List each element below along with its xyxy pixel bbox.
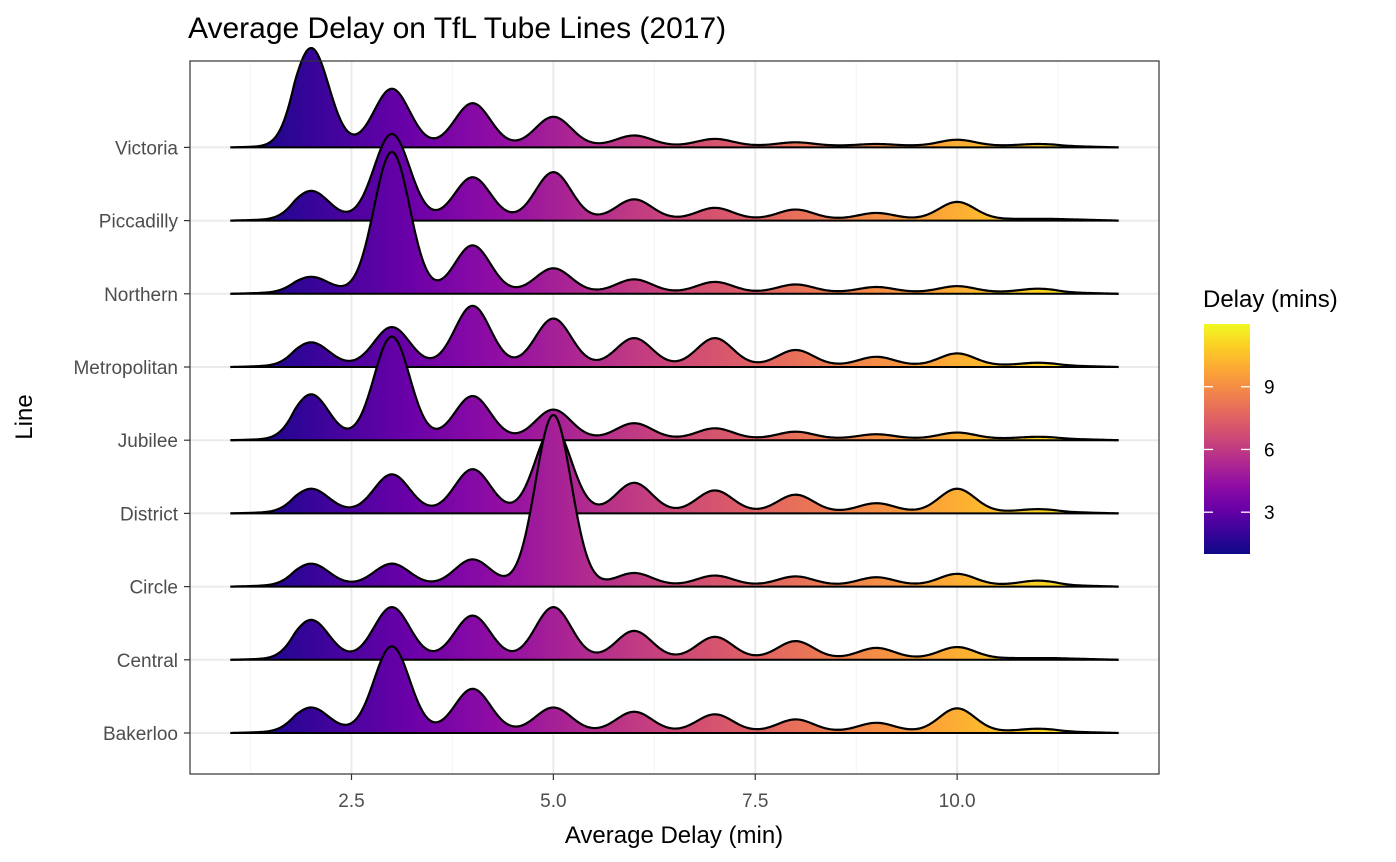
ridge-district: [230, 425, 1119, 515]
legend-colorbar: [1204, 324, 1250, 554]
ridge-area-bakerloo: [230, 646, 1119, 733]
ridge-central: [230, 605, 1119, 661]
y-tick-label-victoria: Victoria: [115, 138, 178, 159]
ridge-outline-piccadilly: [230, 132, 1119, 222]
x-tick-label: 10.0: [939, 791, 976, 812]
ridge-outline-metropolitan: [230, 304, 1119, 369]
x-tick-label: 2.5: [338, 791, 364, 812]
x-tick-label: 7.5: [742, 791, 768, 812]
ridge-victoria: [230, 46, 1119, 149]
x-axis-ticks: 2.5 5.0 7.5 10.0: [338, 774, 976, 812]
chart-title: Average Delay on TfL Tube Lines (2017): [188, 12, 726, 45]
y-tick-label-piccadilly: Piccadilly: [99, 212, 179, 233]
legend-tick-label: 3: [1264, 503, 1275, 524]
ridge-jubilee: [230, 335, 1119, 442]
ridge-outline-victoria: [230, 46, 1119, 149]
ridge-outline-district: [230, 425, 1119, 515]
y-tick-label-jubilee: Jubilee: [118, 431, 178, 452]
ridge-area-circle: [230, 414, 1119, 587]
ridge-bakerloo: [230, 645, 1119, 735]
legend-tick-label: 9: [1264, 378, 1275, 399]
ridge-area-northern: [230, 151, 1119, 294]
y-tick-label-circle: Circle: [129, 578, 178, 599]
x-axis-title: Average Delay (min): [565, 822, 783, 849]
legend-tick-label: 6: [1264, 440, 1275, 461]
y-tick-label-bakerloo: Bakerloo: [103, 724, 178, 745]
ridge-area-metropolitan: [230, 305, 1119, 367]
y-axis-title: Line: [11, 394, 38, 439]
panel-border: [189, 60, 1160, 775]
y-tick-label-central: Central: [117, 651, 178, 672]
ridge-area-district: [230, 426, 1119, 514]
ridge-outline-central: [230, 605, 1119, 661]
ridge-outline-northern: [230, 150, 1119, 295]
ridges: [230, 46, 1119, 735]
ridge-outline-bakerloo: [230, 645, 1119, 735]
legend: Delay (mins) 3 6 9: [1203, 286, 1338, 554]
ridge-outline-circle: [230, 413, 1119, 588]
x-tick-label: 5.0: [540, 791, 566, 812]
ridge-area-central: [230, 607, 1119, 660]
y-tick-label-northern: Northern: [104, 285, 178, 306]
ridge-northern: [230, 150, 1119, 295]
legend-ticks: 3 6 9: [1204, 378, 1275, 524]
legend-title: Delay (mins): [1203, 286, 1338, 313]
ridge-circle: [230, 413, 1119, 588]
grid-lines: [190, 61, 1159, 774]
ridge-area-victoria: [230, 48, 1119, 148]
ridge-area-jubilee: [230, 336, 1119, 441]
ridge-outline-jubilee: [230, 335, 1119, 442]
ridge-area-piccadilly: [230, 133, 1119, 221]
y-axis-ticks: Bakerloo Central Circle District Jubilee Metr…: [73, 138, 190, 745]
y-tick-label-metropolitan: Metropolitan: [73, 358, 178, 379]
y-tick-label-district: District: [120, 504, 179, 525]
ridge-metropolitan: [230, 304, 1119, 369]
